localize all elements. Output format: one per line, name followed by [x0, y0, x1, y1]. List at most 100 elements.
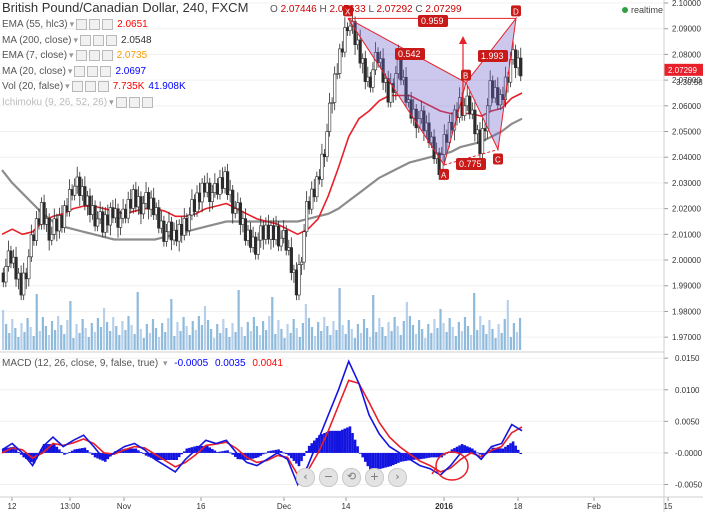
eye-icon[interactable] — [80, 34, 92, 46]
settings-icon[interactable] — [87, 65, 99, 77]
settings-icon[interactable] — [84, 81, 96, 92]
reset-button[interactable]: ⟲ — [342, 468, 361, 487]
settings-icon[interactable] — [89, 19, 101, 30]
chevron-down-icon[interactable]: ▾ — [65, 81, 70, 92]
eye-icon[interactable] — [115, 96, 127, 108]
macd-hist-bar — [381, 452, 385, 469]
zoom-in-button[interactable]: + — [365, 468, 384, 487]
macd-hist-bar — [68, 452, 71, 453]
candle-body — [368, 76, 372, 88]
pattern-ratio-label: 0.542 — [398, 49, 421, 59]
candle-body — [325, 131, 329, 158]
ohlc-close: 2.07299 — [425, 4, 462, 15]
macd-hist-bar — [307, 445, 311, 453]
indicator-label: Ichimoku (9, 26, 52, 26) — [2, 96, 108, 108]
close-icon[interactable] — [141, 96, 153, 108]
macd-hist-bar — [312, 440, 316, 453]
candle-body — [152, 197, 156, 216]
candle-body — [67, 189, 72, 212]
candle-body — [320, 153, 324, 180]
volume-bar — [81, 319, 84, 350]
macd-value-3: 0.0041 — [252, 358, 283, 369]
macd-hist-bar — [427, 452, 431, 458]
indicator-legend[interactable]: EMA (55, hlc3) ▾ 2.0651 — [2, 19, 148, 30]
volume-bar — [182, 317, 185, 350]
volume-bar — [479, 316, 482, 350]
volume-bar — [396, 326, 399, 350]
eye-icon[interactable] — [75, 50, 87, 61]
candle-body — [422, 110, 426, 132]
macd-hist-bar — [254, 452, 257, 459]
macd-hist-bar — [371, 452, 375, 471]
candle-body — [24, 272, 28, 280]
indicator-legend[interactable]: Vol (20, false) ▾ 7.735K 41.908K — [2, 81, 186, 92]
eye-icon[interactable] — [74, 65, 86, 77]
volume-bar — [317, 322, 320, 350]
eye-icon[interactable] — [71, 81, 83, 92]
macd-hist-bar — [27, 452, 31, 461]
macd-hist-bar — [386, 452, 390, 467]
chevron-down-icon[interactable]: ▾ — [69, 19, 75, 30]
volume-bar — [347, 320, 350, 350]
close-icon[interactable] — [102, 19, 114, 30]
chevron-down-icon[interactable]: ▾ — [67, 65, 73, 76]
macd-hist-bar — [223, 450, 227, 453]
pattern-point-label: X — [345, 7, 351, 16]
volume-bar — [356, 324, 360, 350]
settings-icon[interactable] — [93, 34, 105, 46]
close-icon[interactable] — [100, 65, 112, 77]
macd-hist-bar — [86, 450, 89, 453]
price-axis: 2.10000 2.09000 2.08000 2.07000 2.06000 2.050… — [664, 0, 703, 342]
scroll-right-button[interactable]: › — [388, 468, 407, 487]
chevron-down-icon[interactable]: ▾ — [73, 34, 79, 45]
macd-legend[interactable]: MACD (12, 26, close, 9, false, true) ▾ -… — [2, 358, 283, 369]
settings-icon[interactable] — [88, 50, 100, 61]
indicator-legend[interactable]: MA (20, close) ▾ 2.0697 — [2, 65, 146, 77]
scroll-left-button[interactable]: ‹ — [296, 468, 315, 487]
zoom-out-button[interactable]: − — [319, 468, 338, 487]
chevron-down-icon[interactable]: ▾ — [109, 96, 114, 107]
candle-body — [106, 214, 110, 226]
indicator-label: EMA (55, hlc3) — [2, 19, 68, 31]
time-tick-label: 14 — [342, 502, 351, 511]
indicator-legend[interactable]: MA (200, close) ▾ 2.0548 — [2, 34, 152, 46]
price-tick-label: 2.03000 — [672, 179, 701, 188]
indicator-legend[interactable]: Ichimoku (9, 26, 52, 26) ▾ — [2, 96, 153, 108]
volume-bar — [78, 333, 81, 350]
volume-bar — [433, 319, 436, 350]
candle-body — [52, 218, 56, 235]
macd-hist-bar — [50, 444, 54, 453]
settings-icon[interactable] — [128, 96, 140, 108]
candle-body — [470, 109, 474, 115]
macd-hist-bar — [63, 452, 66, 455]
chevron-down-icon[interactable]: ▾ — [69, 50, 74, 61]
close-icon[interactable] — [101, 50, 113, 61]
macd-hist-bar — [300, 452, 303, 462]
candle-body — [11, 256, 16, 264]
candle-body — [246, 229, 250, 241]
volume-bar — [216, 324, 219, 350]
macd-hist-bar — [132, 448, 135, 453]
macd-caret-icon[interactable]: ▾ — [162, 358, 168, 368]
macd-hist-bar — [458, 445, 461, 453]
candle-body — [511, 49, 515, 60]
candle-body — [187, 214, 191, 231]
realtime-status[interactable]: realtime — [622, 5, 663, 15]
volume-bar — [332, 321, 335, 350]
close-icon[interactable] — [106, 34, 118, 46]
macd-hist-bar — [52, 444, 56, 453]
time-tick-label: Feb — [587, 502, 601, 511]
macd-hist-bar — [213, 450, 217, 453]
candle-body — [226, 171, 230, 196]
indicator-legend[interactable]: EMA (7, close) ▾ 2.0735 — [2, 50, 147, 61]
volume-bar — [197, 316, 200, 350]
zoom-toolbar: ‹ − ⟲ + › — [296, 468, 407, 488]
candle-body — [70, 189, 74, 196]
macd-hist-bar — [17, 452, 20, 453]
time-tick-label: 15 — [664, 502, 673, 511]
price-tick-label: 2.02000 — [672, 205, 701, 214]
macd-hist-bar — [40, 448, 43, 453]
close-icon[interactable] — [97, 81, 109, 92]
macd-tick-label: 0.0150 — [675, 354, 700, 363]
eye-icon[interactable] — [76, 19, 88, 30]
